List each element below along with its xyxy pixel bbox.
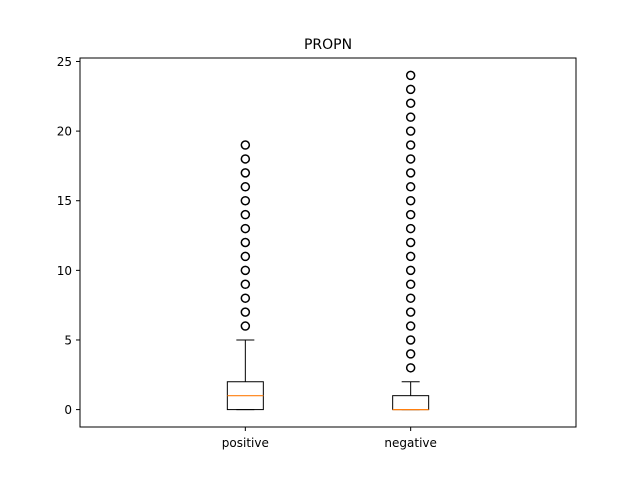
outlier-point-negative [405, 265, 416, 276]
outlier-point-negative [405, 237, 416, 248]
outlier-point-negative [405, 335, 416, 345]
outlier-point-positive [240, 279, 251, 290]
outlier-point-positive [240, 195, 251, 206]
outlier-point-negative [405, 307, 416, 317]
outlier-point-negative [405, 293, 416, 303]
chart-title: PROPN [304, 37, 352, 53]
outlier-point-negative [405, 154, 416, 164]
outlier-point-negative [405, 349, 416, 359]
plot-area: 0 5 10 15 20 25 positive negative [57, 55, 437, 450]
y-tick-label: 15 [57, 194, 72, 208]
y-tick-label: 10 [57, 264, 72, 278]
y-tick-label: 5 [64, 333, 72, 347]
outlier-point-negative [405, 112, 416, 122]
outlier-point-negative [405, 98, 416, 109]
outlier-point-positive [240, 223, 251, 234]
outlier-point-negative [405, 84, 416, 95]
y-tick-label: 0 [64, 403, 72, 417]
x-tick-label-negative: negative [384, 436, 436, 450]
x-tick-label-positive: positive [222, 436, 269, 450]
outlier-point-positive [240, 251, 251, 262]
outlier-point-positive [240, 154, 251, 164]
outlier-point-negative [405, 251, 416, 262]
outlier-point-positive [240, 168, 251, 178]
axes-frame [79, 57, 577, 428]
outlier-point-positive [240, 182, 251, 192]
outlier-point-negative [405, 140, 416, 150]
outlier-point-positive [240, 265, 251, 276]
outlier-point-positive [240, 307, 251, 317]
outlier-point-positive [240, 321, 251, 331]
outlier-point-negative [405, 70, 416, 81]
outlier-point-negative [405, 363, 416, 373]
outlier-point-negative [405, 223, 416, 234]
outlier-point-positive [240, 237, 251, 248]
outlier-point-negative [405, 195, 416, 206]
outlier-point-negative [405, 168, 416, 178]
outlier-point-negative [405, 209, 416, 220]
outlier-point-positive [240, 293, 251, 303]
outlier-point-negative [405, 182, 416, 192]
y-tick-label: 20 [57, 125, 72, 139]
outlier-point-negative [405, 279, 416, 290]
y-tick-label: 25 [57, 55, 72, 69]
outlier-point-positive [240, 209, 251, 220]
outlier-point-negative [405, 126, 416, 136]
outlier-point-positive [240, 140, 251, 150]
outlier-point-negative [405, 321, 416, 331]
